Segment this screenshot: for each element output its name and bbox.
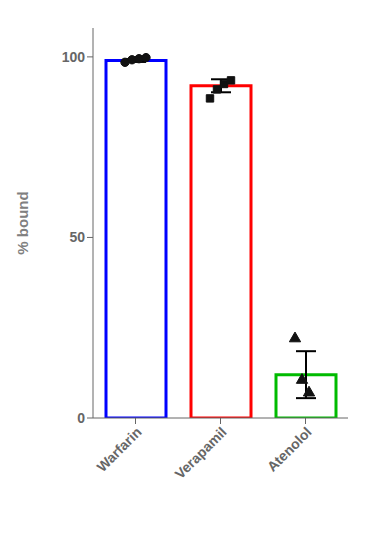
svg-text:% bound: % bound — [14, 191, 31, 254]
svg-text:Warfarin: Warfarin — [94, 424, 145, 475]
svg-text:Atenolol: Atenolol — [264, 424, 315, 475]
svg-text:100: 100 — [62, 49, 86, 65]
svg-text:50: 50 — [69, 229, 85, 245]
svg-text:Verapamil: Verapamil — [172, 424, 230, 482]
svg-text:0: 0 — [77, 410, 85, 426]
